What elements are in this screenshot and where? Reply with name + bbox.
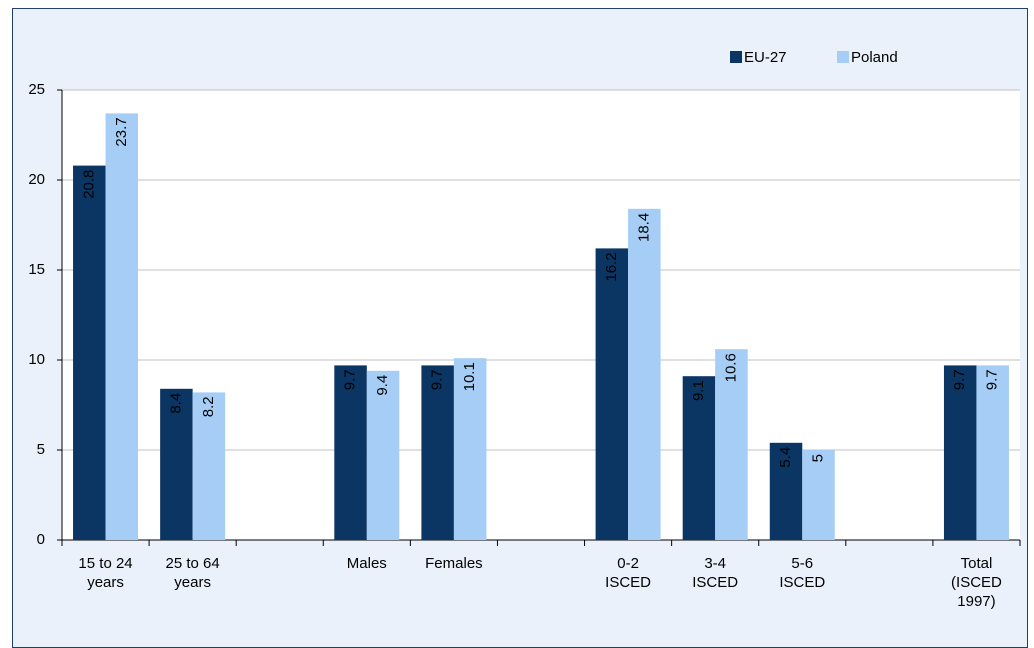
bar	[192, 392, 226, 540]
data-label: 18.4	[635, 213, 652, 242]
data-label: 8.4	[167, 393, 184, 414]
bar	[160, 388, 193, 540]
x-tick-label: Total (ISCED 1997)	[951, 555, 1002, 610]
data-label: 9.4	[374, 375, 391, 396]
bar	[628, 208, 661, 541]
legend-label: EU-27	[744, 49, 787, 66]
bar	[421, 365, 454, 540]
bar	[802, 450, 835, 540]
x-tick-label: 25 to 64 years	[165, 555, 220, 591]
data-label: 9.7	[984, 369, 1001, 390]
data-label: 9.1	[690, 380, 707, 401]
data-label: 10.1	[461, 362, 478, 391]
bar	[976, 365, 1009, 540]
x-tick-label: 5-6 ISCED	[779, 555, 826, 591]
bar	[366, 370, 400, 540]
bar	[595, 248, 629, 540]
legend-label: Poland	[851, 49, 898, 66]
y-tick-label: 15	[28, 261, 45, 278]
data-label: 5.4	[777, 447, 794, 468]
data-label: 20.8	[80, 170, 97, 199]
legend-swatch	[837, 51, 849, 63]
x-tick-label: Females	[425, 555, 483, 572]
bar	[73, 165, 106, 540]
data-label: 5	[809, 454, 826, 462]
data-label: 23.7	[113, 117, 130, 146]
y-tick-label: 10	[28, 351, 45, 368]
bar	[105, 113, 139, 541]
bar	[453, 358, 487, 540]
bar	[334, 365, 367, 540]
legend-swatch	[730, 51, 742, 63]
y-tick-label: 25	[28, 81, 45, 98]
bar	[715, 349, 748, 540]
bar	[769, 442, 803, 540]
x-tick-label: 15 to 24 years	[78, 555, 133, 591]
y-tick-label: 5	[37, 441, 45, 458]
x-tick-label: 0-2 ISCED	[605, 555, 651, 591]
y-tick-label: 20	[28, 171, 45, 188]
data-label: 10.6	[722, 353, 739, 382]
data-label: 9.7	[951, 369, 968, 390]
y-tick-label: 0	[37, 531, 45, 548]
x-tick-label: Males	[346, 555, 387, 572]
data-label: 8.2	[200, 396, 217, 417]
data-label: 16.2	[603, 252, 620, 281]
data-label: 9.7	[342, 369, 359, 390]
x-tick-label: 3-4 ISCED	[692, 555, 739, 591]
bar	[682, 376, 716, 540]
bar	[943, 365, 977, 540]
data-label: 9.7	[429, 369, 446, 390]
